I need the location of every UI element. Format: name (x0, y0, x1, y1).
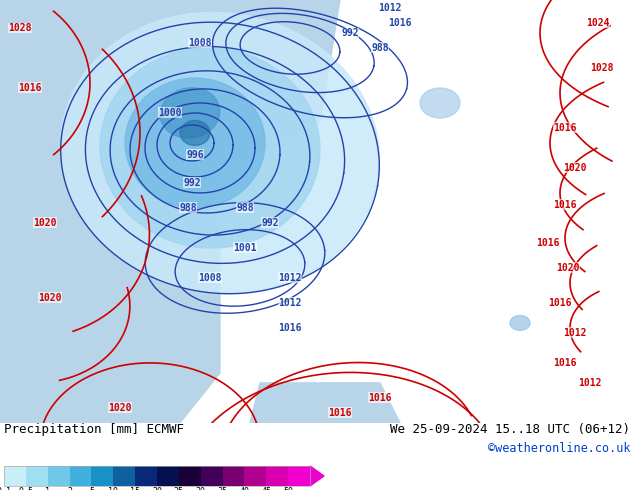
Text: 20: 20 (152, 488, 162, 490)
Text: 988: 988 (371, 43, 389, 53)
Polygon shape (0, 123, 180, 423)
Text: 0.5: 0.5 (18, 488, 34, 490)
Text: Precipitation [mm] ECMWF: Precipitation [mm] ECMWF (4, 423, 184, 436)
Ellipse shape (180, 121, 210, 146)
Bar (179, 466, 201, 486)
Bar (70, 466, 91, 486)
Text: 1016: 1016 (553, 358, 577, 368)
Bar (245, 466, 266, 486)
Ellipse shape (160, 88, 220, 138)
Text: 1024: 1024 (586, 18, 610, 28)
Bar (4, 466, 310, 486)
Text: 988: 988 (236, 203, 254, 213)
Text: 35: 35 (217, 488, 228, 490)
Text: 1: 1 (45, 488, 50, 490)
Text: 2: 2 (67, 488, 72, 490)
Ellipse shape (125, 78, 265, 208)
Bar (48, 466, 70, 486)
Text: 0.1: 0.1 (0, 488, 11, 490)
Ellipse shape (61, 12, 379, 294)
Text: 1012: 1012 (563, 328, 586, 338)
Polygon shape (250, 383, 400, 423)
Text: 1016: 1016 (18, 83, 42, 93)
Text: 45: 45 (261, 488, 271, 490)
Text: 996: 996 (186, 150, 204, 160)
Text: 5: 5 (89, 488, 94, 490)
Text: ©weatheronline.co.uk: ©weatheronline.co.uk (488, 442, 630, 455)
Text: 1016: 1016 (553, 123, 577, 133)
Text: 988: 988 (179, 203, 197, 213)
Bar (26, 466, 48, 486)
Text: 1016: 1016 (536, 238, 560, 248)
Text: 1020: 1020 (38, 293, 61, 303)
Bar (266, 466, 288, 486)
Text: 992: 992 (183, 178, 201, 188)
Text: 25: 25 (174, 488, 184, 490)
Text: 10: 10 (108, 488, 119, 490)
Text: 1001: 1001 (233, 243, 257, 253)
Text: 50: 50 (283, 488, 293, 490)
Text: 1012: 1012 (578, 378, 602, 388)
Bar (113, 466, 135, 486)
Text: 1028: 1028 (590, 63, 614, 73)
Text: 992: 992 (341, 28, 359, 38)
Text: 1020: 1020 (33, 218, 57, 228)
Bar (288, 466, 310, 486)
Text: 1020: 1020 (556, 263, 579, 273)
Ellipse shape (510, 316, 530, 330)
Bar (201, 466, 223, 486)
Text: 1020: 1020 (108, 403, 132, 413)
Text: 30: 30 (196, 488, 205, 490)
Text: 1016: 1016 (388, 18, 411, 28)
Bar (157, 466, 179, 486)
Text: We 25-09-2024 15..18 UTC (06+12): We 25-09-2024 15..18 UTC (06+12) (390, 423, 630, 436)
Text: 40: 40 (240, 488, 249, 490)
Polygon shape (310, 466, 324, 486)
Text: 1020: 1020 (563, 163, 586, 173)
Text: 1016: 1016 (328, 408, 352, 418)
Polygon shape (0, 0, 340, 423)
Text: 15: 15 (130, 488, 140, 490)
Text: 992: 992 (261, 218, 279, 228)
Text: 1016: 1016 (553, 200, 577, 210)
Text: 1000: 1000 (158, 108, 182, 118)
Bar (223, 466, 245, 486)
Text: 1016: 1016 (278, 323, 302, 333)
Bar (135, 466, 157, 486)
Ellipse shape (420, 88, 460, 118)
Text: 1028: 1028 (8, 23, 32, 33)
Text: 1016: 1016 (368, 393, 392, 403)
Text: 1008: 1008 (198, 273, 222, 283)
Text: 1008: 1008 (188, 38, 212, 48)
Text: 1016: 1016 (548, 298, 572, 308)
Bar (4, 466, 26, 486)
Ellipse shape (100, 48, 320, 248)
Text: 1012: 1012 (378, 3, 402, 13)
Text: 1012: 1012 (278, 298, 302, 308)
Bar (91, 466, 113, 486)
Text: 1012: 1012 (278, 273, 302, 283)
